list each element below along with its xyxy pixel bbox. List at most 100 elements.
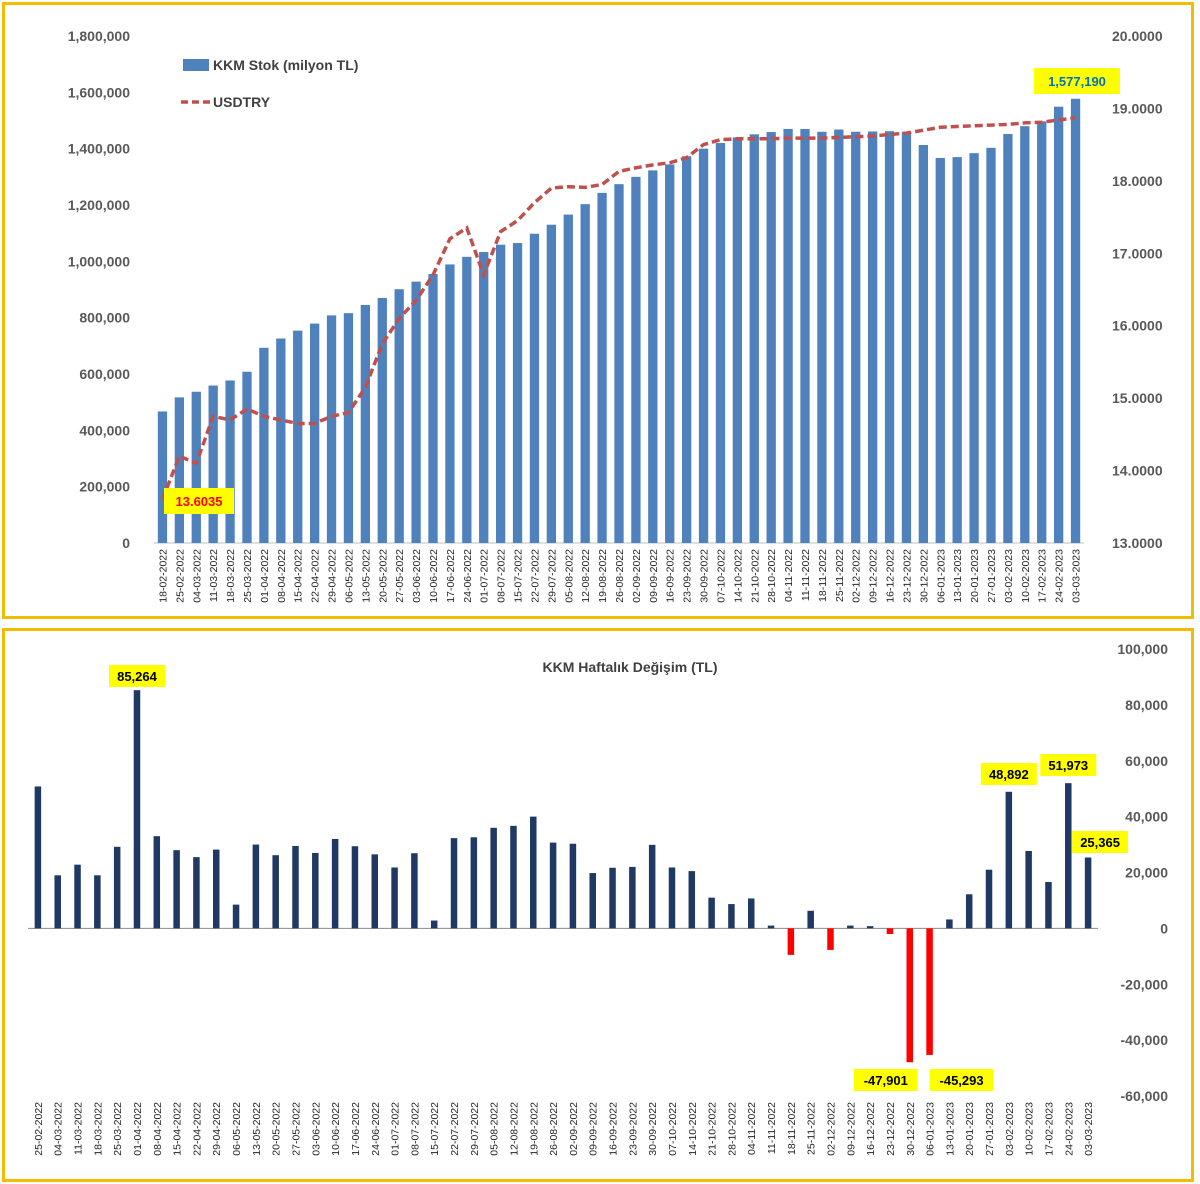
positive-change-bar <box>193 857 200 929</box>
x-tick-label: 24-06-2022 <box>370 1102 382 1156</box>
x-tick-label: 21-10-2022 <box>749 549 761 603</box>
x-tick-label: 05-08-2022 <box>489 1102 501 1156</box>
stock-bar <box>851 131 861 543</box>
x-tick-label: 08-07-2022 <box>496 549 508 603</box>
x-tick-label: 04-03-2022 <box>53 1102 65 1156</box>
positive-change-bar <box>470 837 478 929</box>
right-y-tick-label: 20,000 <box>1125 865 1168 881</box>
positive-change-bar <box>113 846 121 929</box>
change-callout-box <box>108 665 165 687</box>
x-tick-label: 03-06-2022 <box>310 1102 322 1156</box>
x-tick-label: 15-04-2022 <box>293 549 305 603</box>
positive-change-bar <box>1025 850 1032 929</box>
change-callout-label: 85,264 <box>117 669 158 684</box>
stock-bar <box>225 380 235 543</box>
positive-change-bar <box>292 845 299 929</box>
stock-bar <box>834 129 844 543</box>
x-axis-ticks: 18-02-2022 25-02-2022 04-03-2022 11-03-2022… <box>157 549 1082 603</box>
x-tick-label: 17-06-2022 <box>350 1102 362 1156</box>
stock-bar <box>698 148 709 543</box>
left-y-tick-label: 400,000 <box>79 422 130 438</box>
x-tick-label: 18-03-2022 <box>92 1102 104 1156</box>
x-tick-label: 27-05-2022 <box>291 1102 303 1156</box>
positive-change-bar <box>450 838 458 929</box>
x-tick-label: 19-08-2022 <box>528 1102 540 1156</box>
stock-bar <box>462 256 472 543</box>
positive-change-bar <box>965 894 973 929</box>
positive-change-bar <box>708 897 715 929</box>
stock-bar <box>1020 126 1030 543</box>
stock-bar <box>1003 134 1013 543</box>
x-tick-label: 23-12-2022 <box>901 549 913 603</box>
positive-change-bar <box>173 850 180 929</box>
positive-change-bar <box>212 849 220 929</box>
stock-bar <box>394 289 404 543</box>
x-tick-label: 09-09-2022 <box>648 549 660 603</box>
x-tick-label: 02-12-2022 <box>826 1102 838 1156</box>
x-tick-label: 04-11-2022 <box>746 1102 758 1155</box>
right-y-tick-label: 100,000 <box>1117 641 1168 657</box>
x-tick-label: 26-08-2022 <box>548 1102 560 1156</box>
stock-bar <box>309 323 320 543</box>
x-tick-label: 16-09-2022 <box>665 549 677 603</box>
x-tick-label: 08-04-2022 <box>276 549 288 603</box>
x-tick-label: 03-06-2022 <box>411 549 423 603</box>
stock-bar <box>495 244 506 543</box>
stock-bar <box>411 281 421 543</box>
right-y-tick-label: 40,000 <box>1125 809 1168 825</box>
positive-change-bar <box>549 842 557 929</box>
x-tick-label: 20-05-2022 <box>377 549 389 603</box>
callouts: 85,264 -47,901 -45,293 48,892 51,973 25,365 <box>108 665 1129 1091</box>
x-tick-label: 27-01-2023 <box>986 549 998 603</box>
stock-bar <box>343 313 354 543</box>
weekly-change-bars <box>34 690 1092 1063</box>
change-callout-label: 51,973 <box>1048 758 1088 773</box>
x-tick-label: 04-03-2022 <box>191 549 203 603</box>
positive-change-bar <box>1005 791 1013 929</box>
x-tick-label: 16-12-2022 <box>885 549 897 603</box>
x-tick-label: 07-10-2022 <box>667 1102 679 1156</box>
x-tick-label: 13-01-2023 <box>944 1102 956 1156</box>
right-y-axis: -60,000 -40,000 -20,000 0 20,000 40,000 60,000… <box>1117 641 1168 1104</box>
positive-change-bar <box>1045 881 1052 929</box>
x-tick-label: 27-01-2023 <box>984 1102 996 1156</box>
change-callout-box <box>980 763 1037 785</box>
stock-bar <box>293 330 303 543</box>
right-y-tick-label: 15.0000 <box>1112 390 1163 406</box>
x-tick-label: 16-09-2022 <box>608 1102 620 1156</box>
x-tick-label: 12-08-2022 <box>580 549 592 603</box>
x-tick-label: 01-04-2022 <box>259 549 271 603</box>
negative-change-bar <box>926 928 933 1055</box>
x-tick-label: 23-09-2022 <box>682 549 694 603</box>
x-tick-label: 21-10-2022 <box>707 1102 719 1156</box>
negative-change-bar <box>787 928 795 955</box>
x-tick-label: 11-03-2022 <box>73 1102 85 1155</box>
positive-change-bar <box>34 786 42 929</box>
x-tick-label: 03-02-2023 <box>1003 549 1015 603</box>
positive-change-bar <box>1084 857 1092 929</box>
positive-change-bar <box>411 853 418 929</box>
stock-bar <box>326 315 337 543</box>
x-tick-label: 23-09-2022 <box>627 1102 639 1156</box>
positive-change-bar <box>351 846 359 929</box>
x-tick-label: 18-02-2022 <box>157 549 169 603</box>
stock-bar <box>648 170 658 544</box>
stock-bar <box>969 153 979 543</box>
stock-bar <box>884 131 895 543</box>
stock-bar <box>614 184 624 543</box>
positive-change-bar <box>668 867 676 929</box>
chart-title: KKM Haftalık Değişim (TL) <box>542 659 717 675</box>
stock-bar <box>529 233 540 544</box>
x-tick-label: 19-08-2022 <box>597 549 609 603</box>
positive-change-bar <box>371 854 379 929</box>
right-y-tick-label: -20,000 <box>1121 976 1169 992</box>
x-tick-label: 01-04-2022 <box>132 1102 144 1156</box>
usdtry-line <box>160 116 1076 500</box>
left-y-tick-label: 1,800,000 <box>68 28 130 44</box>
x-tick-label: 25-02-2022 <box>174 549 186 603</box>
left-y-tick-label: 800,000 <box>79 310 130 326</box>
x-tick-label: 29-07-2022 <box>469 1102 481 1156</box>
x-tick-label: 22-07-2022 <box>449 1102 461 1156</box>
x-tick-label: 13-05-2022 <box>251 1102 263 1156</box>
stock-bar <box>360 304 371 543</box>
